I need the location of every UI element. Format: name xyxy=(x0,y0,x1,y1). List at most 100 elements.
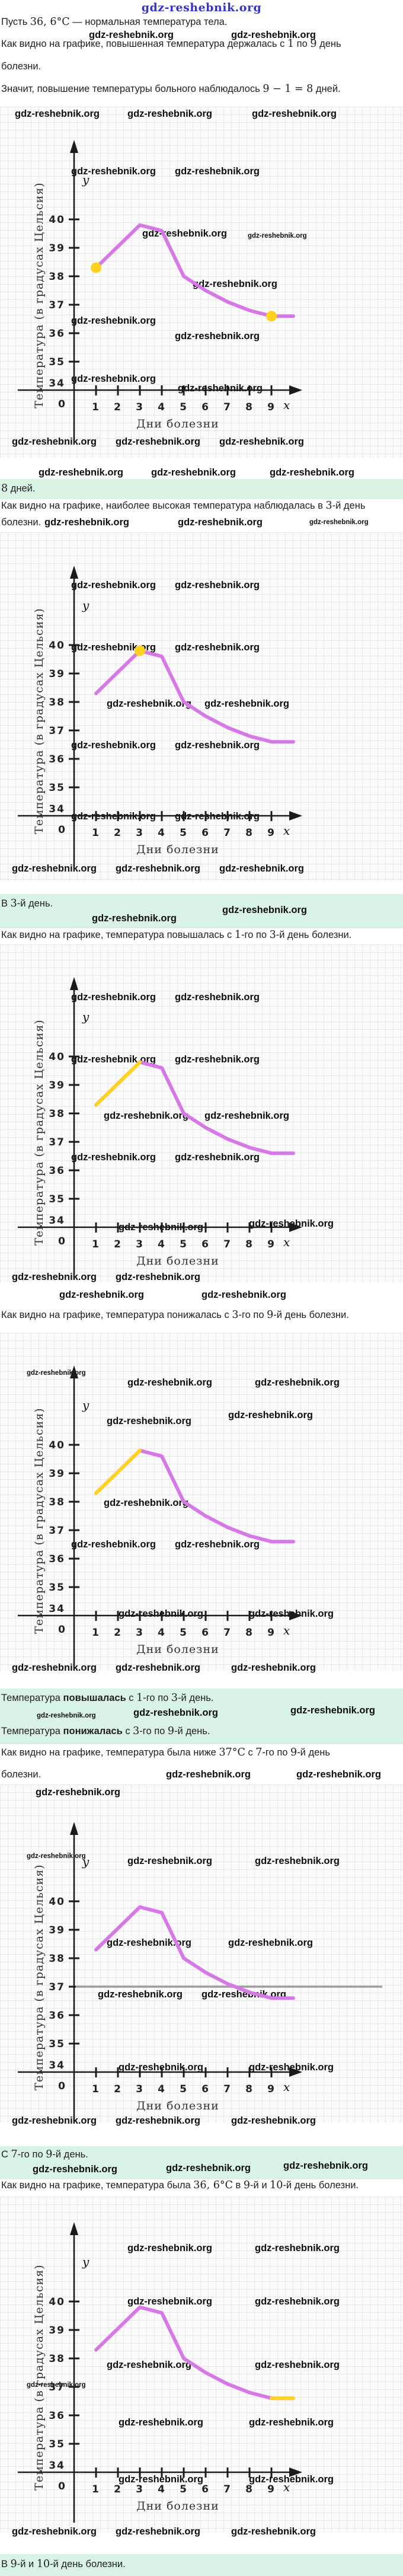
watermark-text: gdz-reshebnik.org xyxy=(231,2115,316,2126)
watermark-text: gdz-reshebnik.org xyxy=(12,2115,97,2126)
svg-text:Дни болезни: Дни болезни xyxy=(136,843,219,856)
text-segment: 36, 6°C xyxy=(30,16,70,28)
text-segment: 3 xyxy=(10,898,17,909)
svg-text:1: 1 xyxy=(92,2484,100,2495)
svg-text:5: 5 xyxy=(180,827,188,839)
svg-text:9: 9 xyxy=(267,401,276,413)
text-segment: Как видно на графике, температура понижа… xyxy=(1,1310,232,1320)
text-segment: — нормальная температура тела. xyxy=(69,17,228,27)
watermark-text: gdz-reshebnik.org xyxy=(12,1272,97,1282)
svg-text:2: 2 xyxy=(114,2083,122,2095)
text-segment: 3 xyxy=(269,929,276,941)
text-segment: 7 xyxy=(11,2149,18,2160)
answer-highlight-4: С 7-го по 9-й день. gdz-reshebnik.org gdz… xyxy=(0,2146,403,2179)
svg-text:35: 35 xyxy=(49,1193,65,1205)
svg-text:0: 0 xyxy=(58,1624,66,1636)
svg-text:8: 8 xyxy=(245,1238,254,1250)
watermark-text: gdz-reshebnik.org xyxy=(39,467,124,478)
watermark-text: gdz-reshebnik.org xyxy=(175,1152,260,1163)
answer-5-text: В 9-й и 10-й день болезни. xyxy=(1,2558,126,2570)
svg-text:Дни болезни: Дни болезни xyxy=(136,2500,219,2513)
svg-text:36: 36 xyxy=(49,754,65,765)
svg-text:x: x xyxy=(283,2080,290,2094)
fever-period-text-line-2: болезни. xyxy=(1,61,41,72)
svg-text:Температура (в градусах Цельси: Температура (в градусах Цельсия) xyxy=(33,2264,46,2490)
watermark-text: gdz-reshebnik.org xyxy=(296,1769,382,1780)
text-segment: 9 xyxy=(167,1725,175,1737)
text-segment: в xyxy=(232,2180,244,2191)
svg-text:0: 0 xyxy=(58,398,66,410)
svg-text:38: 38 xyxy=(49,697,65,708)
watermark-text: gdz-reshebnik.org xyxy=(36,1787,121,1798)
watermark-text: gdz-reshebnik.org xyxy=(249,2417,334,2428)
svg-text:34: 34 xyxy=(49,378,65,390)
below-37-text-line-2: болезни. xyxy=(1,1769,41,1780)
svg-text:x: x xyxy=(283,1235,290,1249)
temperature-graph-4: gdz-reshebnik.org gdz-reshebnik.org gdz-re… xyxy=(0,1333,403,1673)
svg-text:40: 40 xyxy=(49,1896,65,1908)
answer-4-text: С 7-го по 9-й день. xyxy=(1,2149,88,2160)
text-segment: 3 xyxy=(133,1725,140,1737)
answer-highlight-2: В 3-й день. gdz-reshebnik.org gdz-reshebn… xyxy=(0,894,403,928)
text-segment: -го по xyxy=(241,930,270,940)
text-segment: 9 xyxy=(267,1309,274,1321)
svg-text:36: 36 xyxy=(49,2410,65,2422)
temperature-graph-3: gdz-reshebnik.org gdz-reshebnik.org gdz-re… xyxy=(0,944,403,1282)
svg-text:7: 7 xyxy=(223,401,232,413)
text-segment: болезни. xyxy=(1,61,41,72)
watermark-text: gdz-reshebnik.org xyxy=(44,517,130,528)
site-logo: gdz-reshebnik.org xyxy=(141,1,262,14)
svg-text:37: 37 xyxy=(49,1981,65,1993)
svg-text:39: 39 xyxy=(49,2325,65,2336)
text-segment: -го по xyxy=(143,1693,171,1703)
watermark-text: gdz-reshebnik.org xyxy=(71,992,156,1003)
watermark-text: gdz-reshebnik.org xyxy=(116,436,201,447)
svg-text:Дни болезни: Дни болезни xyxy=(136,1255,219,1268)
svg-text:8: 8 xyxy=(245,401,254,413)
svg-text:37: 37 xyxy=(49,1525,65,1537)
svg-text:8: 8 xyxy=(245,827,254,839)
svg-text:Температура (в градусах Цельси: Температура (в градусах Цельсия) xyxy=(33,182,46,408)
svg-text:35: 35 xyxy=(49,782,65,794)
text-segment: 9 xyxy=(310,38,317,50)
watermark-text: gdz-reshebnik.org xyxy=(252,108,337,119)
svg-text:35: 35 xyxy=(49,1582,65,1594)
svg-text:37: 37 xyxy=(49,725,65,737)
svg-text:35: 35 xyxy=(49,2438,65,2450)
text-segment: 9 xyxy=(46,2149,53,2160)
watermark-text: gdz-reshebnik.org xyxy=(71,374,156,384)
watermark-text: gdz-reshebnik.org xyxy=(255,2360,340,2370)
watermark-text: gdz-reshebnik.org xyxy=(127,108,213,119)
text-segment: -й и xyxy=(17,2559,37,2569)
watermark-text: gdz-reshebnik.org xyxy=(175,740,260,751)
svg-text:9: 9 xyxy=(267,827,276,839)
text-segment: 10 xyxy=(36,2558,50,2570)
svg-text:5: 5 xyxy=(180,1238,188,1250)
watermark-text: gdz-reshebnik.org xyxy=(178,383,263,394)
svg-text:6: 6 xyxy=(202,2083,210,2095)
watermark-text: gdz-reshebnik.org xyxy=(255,1377,340,1388)
watermark-row: gdz-reshebnik.org gdz-reshebnik.org gdz-re… xyxy=(0,467,403,480)
watermark-text: gdz-reshebnik.org xyxy=(193,279,278,289)
watermark-text: gdz-reshebnik.org xyxy=(309,519,369,526)
svg-text:36: 36 xyxy=(49,328,65,340)
watermark-text: gdz-reshebnik.org xyxy=(166,2163,251,2173)
text-segment: -й день. xyxy=(174,1726,210,1737)
svg-text:Дни болезни: Дни болезни xyxy=(136,417,219,430)
text-segment: -й день xyxy=(332,500,366,511)
watermark-text: gdz-reshebnik.org xyxy=(133,1707,219,1718)
watermark-text: gdz-reshebnik.org xyxy=(255,1856,340,1866)
text-segment: Как видно на графике, наиболее высокая т… xyxy=(1,500,326,511)
svg-text:9: 9 xyxy=(267,2484,276,2495)
answer-2-text: В 3-й день. xyxy=(1,898,53,909)
watermark-row: gdz-reshebnik.org gdz-reshebnik.org xyxy=(0,1289,403,1303)
watermark-text: gdz-reshebnik.org xyxy=(204,1110,290,1121)
svg-text:2: 2 xyxy=(114,1238,122,1250)
text-segment: -го по xyxy=(262,1747,291,1758)
svg-text:1: 1 xyxy=(92,401,100,413)
svg-text:9: 9 xyxy=(267,1238,276,1250)
svg-text:y: y xyxy=(82,1010,89,1024)
watermark-text: gdz-reshebnik.org xyxy=(12,1662,97,1673)
text-segment: -й день болезни. xyxy=(283,2180,359,2191)
svg-text:y: y xyxy=(82,173,89,187)
